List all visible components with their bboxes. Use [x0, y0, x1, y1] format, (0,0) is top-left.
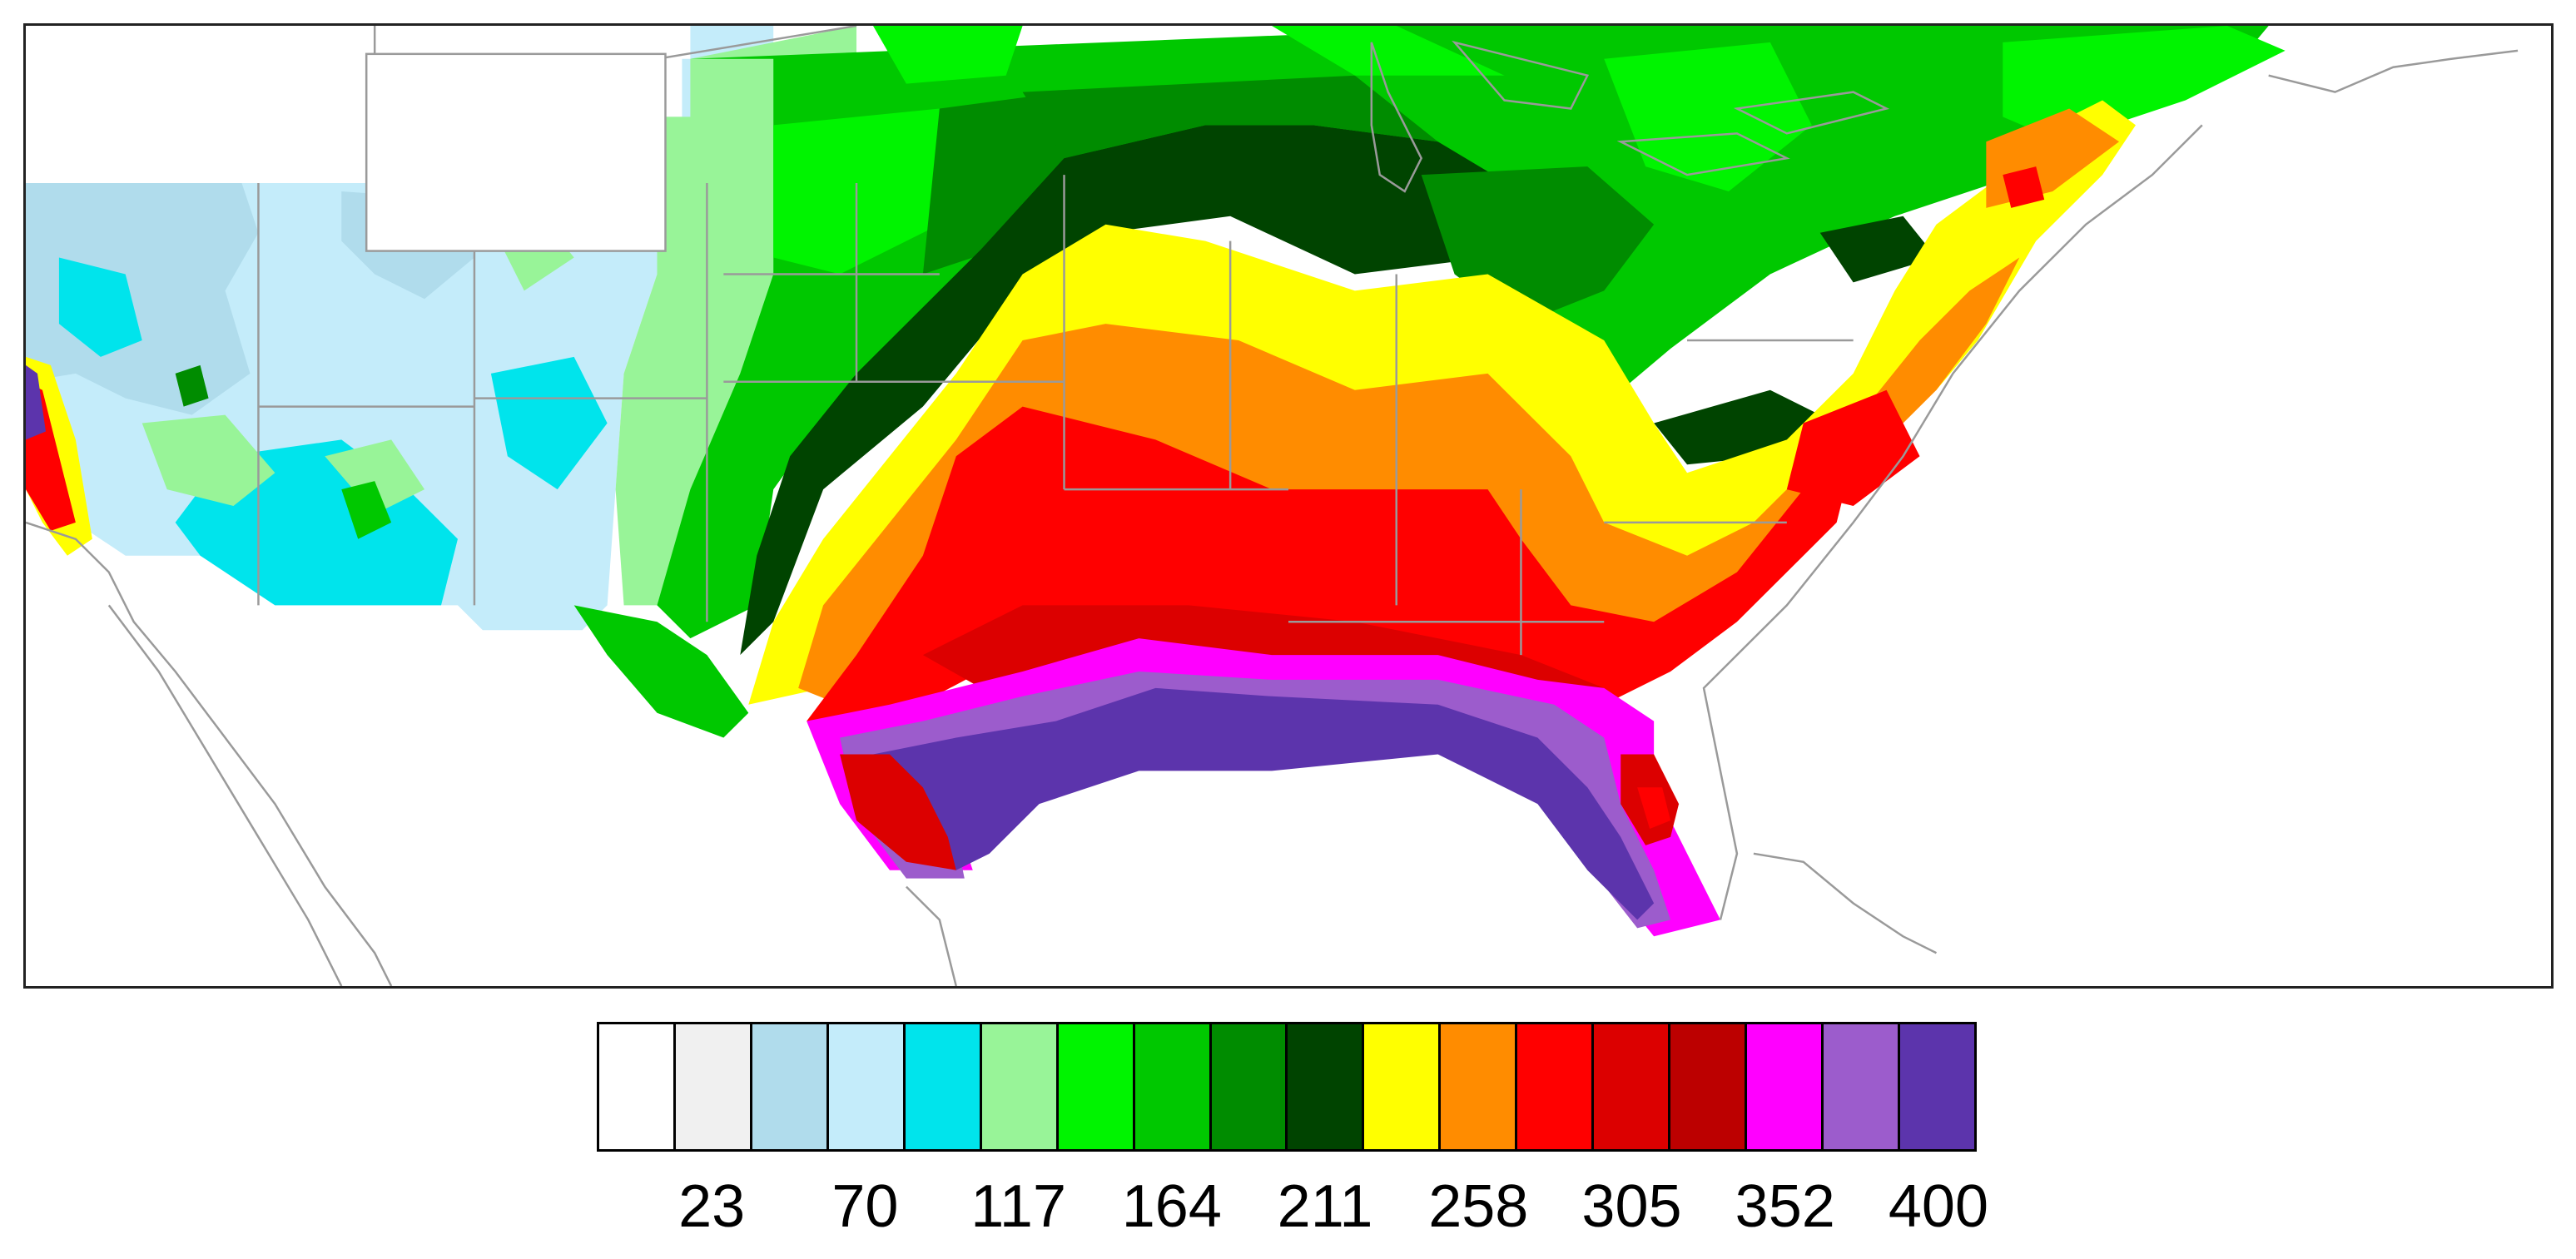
- colorbar-tick-label: 117: [970, 1173, 1067, 1240]
- colorbar-swatch: [1134, 1024, 1212, 1149]
- field-south-texas-red: [840, 754, 956, 870]
- colorbar-tick-label: 352: [1735, 1173, 1835, 1240]
- colorbar-tick-label: 258: [1428, 1173, 1529, 1240]
- colorbar-swatch: [1288, 1024, 1365, 1149]
- field-dark-band: [740, 125, 1521, 656]
- colorbar-tick-label: 211: [1277, 1173, 1373, 1240]
- colorbar-tick-label: 400: [1888, 1173, 1989, 1240]
- colorbar-swatch: [1364, 1024, 1442, 1149]
- field-gulf-purple: [872, 687, 1655, 920]
- colorbar-tick-label: 164: [1121, 1173, 1222, 1240]
- field-midwest-green: [1022, 75, 1438, 159]
- coastline-cuba: [1753, 852, 1938, 954]
- colorbar-swatch: [1441, 1024, 1518, 1149]
- field-lakes-bright: [1604, 42, 1812, 191]
- field-west-paleg-2: [325, 439, 425, 514]
- nodata-mask: [365, 52, 667, 252]
- field-ne-red: [2003, 166, 2045, 208]
- great-lakes-outline: [1370, 40, 1890, 193]
- colorbar-tick-label: 305: [1581, 1173, 1682, 1240]
- coastline-pacific: [26, 521, 393, 986]
- colorbar-swatch: [981, 1024, 1059, 1149]
- canada-coast-ne: [2268, 49, 2519, 93]
- field-florida-bright-red: [1637, 787, 1671, 829]
- map-panel: [23, 23, 2554, 989]
- field-west-cyan-3: [490, 356, 608, 490]
- colorbar-swatch: [675, 1024, 752, 1149]
- colorbar-tick-label: 23: [678, 1173, 746, 1240]
- colorbar-swatch: [1594, 1024, 1671, 1149]
- contour-map: [26, 26, 2519, 986]
- colorbar: [597, 1022, 1977, 1152]
- state-lines: [257, 175, 1854, 656]
- colorbar-labels: 23 70 117 164 211 258 305 352 400: [597, 1173, 1988, 1240]
- colorbar-swatch: [1670, 1024, 1748, 1149]
- field-plains-bright-2: [872, 26, 1023, 84]
- field-west-green-spot: [341, 481, 392, 539]
- colorbar-swatch: [1211, 1024, 1288, 1149]
- colorbar-swatch: [1899, 1024, 1974, 1149]
- coastline-baja: [107, 604, 343, 986]
- field-west-paleg: [141, 414, 275, 506]
- colorbar-swatch: [1058, 1024, 1135, 1149]
- coastline-atlantic: [1702, 124, 2203, 920]
- colorbar-swatch: [1824, 1024, 1900, 1149]
- field-west-lightblue: [26, 183, 259, 415]
- field-west-green-spot-2: [175, 364, 209, 407]
- field-west-cyan-2: [58, 257, 142, 357]
- field-texas-green: [573, 605, 749, 738]
- field-gulf: [807, 638, 1720, 937]
- colorbar-swatch: [599, 1024, 676, 1149]
- field-ne-dark: [1819, 216, 1937, 283]
- field-california-purple: [26, 364, 46, 440]
- colorbar-tick-label: 70: [831, 1173, 899, 1240]
- colorbar-swatch: [752, 1024, 829, 1149]
- colorbar-swatch: [905, 1024, 982, 1149]
- colorbar-swatch: [1747, 1024, 1824, 1149]
- colorbar-swatch: [828, 1024, 906, 1149]
- coastline-gulf-mexico: [906, 885, 957, 986]
- colorbar-swatch: [1517, 1024, 1595, 1149]
